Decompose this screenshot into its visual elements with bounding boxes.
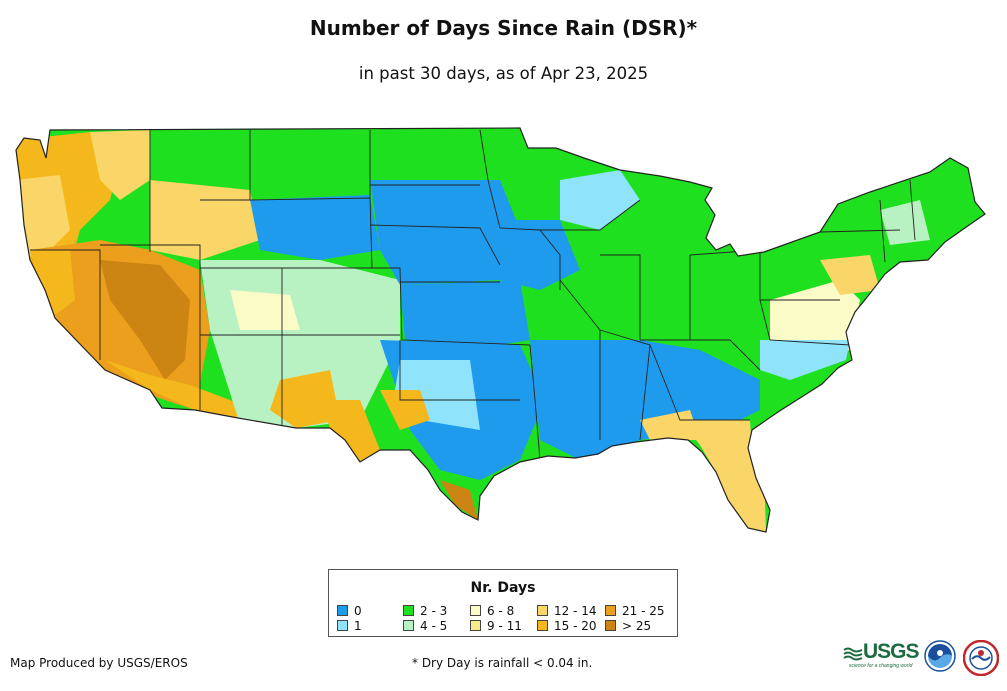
legend-swatch (470, 605, 481, 616)
legend-label: 15 - 20 (554, 619, 597, 633)
legend-label: 12 - 14 (554, 604, 597, 618)
credit-text: Map Produced by USGS/EROS (10, 656, 188, 670)
legend-item-1: 1 (337, 620, 362, 633)
legend-swatch (403, 620, 414, 631)
legend-label: > 25 (622, 619, 652, 633)
legend-swatch (605, 620, 616, 631)
usgs-wave-icon (843, 647, 863, 661)
legend-item-5: 9 - 11 (470, 620, 522, 633)
legend-label: 1 (354, 619, 362, 633)
usgs-wordmark: USGS (863, 640, 920, 663)
legend-swatch (470, 620, 481, 631)
noaa-logo (924, 640, 956, 672)
legend-item-0: 0 (337, 605, 362, 618)
legend-label: 4 - 5 (420, 619, 448, 633)
legend-label: 2 - 3 (420, 604, 448, 618)
legend-swatch (537, 605, 548, 616)
legend-swatch (337, 605, 348, 616)
legend-swatch (605, 605, 616, 616)
legend-item-4: 6 - 8 (470, 605, 514, 618)
footnote-text: * Dry Day is rainfall < 0.04 in. (412, 656, 593, 670)
legend-item-3: 4 - 5 (403, 620, 447, 633)
legend-item-7: 15 - 20 (537, 620, 597, 633)
legend-swatch (537, 620, 548, 631)
legend: Nr. Days 0 1 2 - 3 4 - 5 6 - 8 9 - 11 12… (328, 569, 678, 637)
legend-title: Nr. Days (470, 580, 536, 596)
legend-label: 6 - 8 (487, 604, 515, 618)
legend-swatch (337, 620, 348, 631)
map-subtitle: in past 30 days, as of Apr 23, 2025 (358, 64, 649, 83)
legend-item-8: 21 - 25 (605, 605, 665, 618)
legend-swatch (403, 605, 414, 616)
nws-logo (963, 640, 999, 676)
usgs-tagline: science for a changing world (849, 663, 913, 669)
legend-item-9: > 25 (605, 620, 651, 633)
legend-label: 0 (354, 604, 362, 618)
legend-item-2: 2 - 3 (403, 605, 447, 618)
legend-label: 21 - 25 (622, 604, 665, 618)
map-title: Number of Days Since Rain (DSR)* (309, 16, 698, 40)
legend-label: 9 - 11 (487, 619, 522, 633)
usgs-logo: USGS science for a changing world (843, 640, 920, 669)
legend-item-6: 12 - 14 (537, 605, 597, 618)
